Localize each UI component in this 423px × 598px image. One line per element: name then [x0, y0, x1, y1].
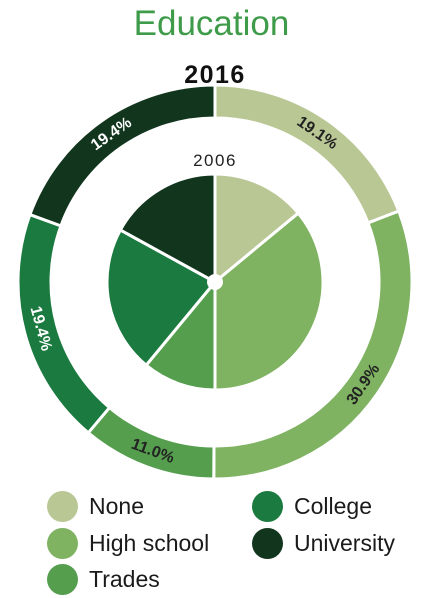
legend-swatch-high-school — [47, 528, 78, 559]
legend-label-university: University — [294, 530, 395, 556]
legend-label-none: None — [89, 493, 144, 519]
legend-swatch-none — [47, 491, 78, 522]
inner-slice-college — [105, 227, 218, 368]
outer-slice-university — [27, 83, 217, 228]
legend-label-trades: Trades — [89, 566, 160, 592]
legend-swatch-college — [252, 491, 283, 522]
legend-swatch-trades — [47, 564, 78, 595]
inner-slice-none — [213, 172, 301, 286]
inner-slice-university — [118, 172, 217, 285]
inner-pie-year-label: 2006 — [193, 151, 237, 170]
legend-label-college: College — [294, 493, 372, 519]
chart-title: Education — [133, 4, 290, 43]
center-hub — [207, 274, 223, 290]
legend-swatch-university — [252, 528, 283, 559]
legend-label-high-school: High school — [89, 530, 210, 556]
inner-slice-high-school — [213, 211, 325, 392]
